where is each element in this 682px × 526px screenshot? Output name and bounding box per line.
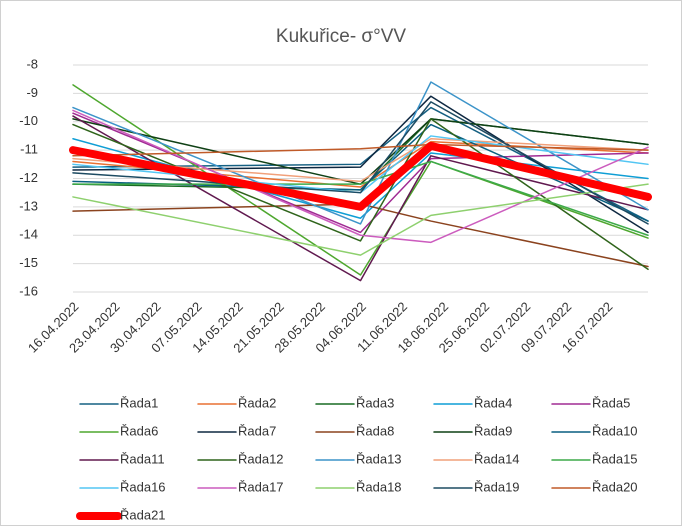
y-tick-label: -13: [19, 198, 38, 213]
legend-label: Řada3: [356, 395, 394, 410]
legend-label: Řada12: [238, 451, 284, 466]
series-line: [72, 115, 649, 282]
legend-label: Řada16: [120, 479, 166, 494]
legend-label: Řada19: [474, 479, 520, 494]
y-tick-label: -12: [19, 170, 38, 185]
legend-label: Řada10: [592, 423, 638, 438]
y-tick-label: -8: [26, 56, 38, 71]
series-line: [72, 143, 649, 157]
series-line: [72, 81, 649, 225]
legend-label: Řada20: [592, 479, 638, 494]
series-line: [72, 138, 649, 183]
legend-label: Řada6: [120, 423, 158, 438]
legend-label: Řada4: [474, 395, 512, 410]
y-tick-label: -11: [20, 142, 38, 157]
legend-label: Řada8: [356, 423, 394, 438]
series-line: [72, 95, 649, 234]
y-tick-label: -15: [19, 255, 38, 270]
series-line: [72, 109, 649, 244]
legend-label: Řada5: [592, 395, 630, 410]
y-tick-label: -9: [26, 85, 38, 100]
legend-label: Řada1: [120, 395, 158, 410]
series-line: [72, 203, 649, 268]
legend-label: Řada7: [238, 423, 276, 438]
legend-label: Řada9: [474, 423, 512, 438]
y-tick-label: -14: [19, 227, 38, 242]
series-line: [69, 141, 652, 211]
legend-label: Řada15: [592, 451, 638, 466]
legend-label: Řada17: [238, 479, 284, 494]
legend-label: Řada18: [356, 479, 402, 494]
y-tick-label: -16: [19, 283, 38, 298]
legend-label: Řada11: [120, 451, 165, 466]
legend-label: Řada14: [474, 451, 520, 466]
chart-title: Kukuřice- σ°VV: [276, 26, 407, 47]
series-line: [72, 183, 649, 256]
y-tick-label: -10: [19, 113, 38, 128]
legend-label: Řada2: [238, 395, 276, 410]
legend-label: Řada21: [120, 507, 166, 522]
legend-label: Řada13: [356, 451, 402, 466]
